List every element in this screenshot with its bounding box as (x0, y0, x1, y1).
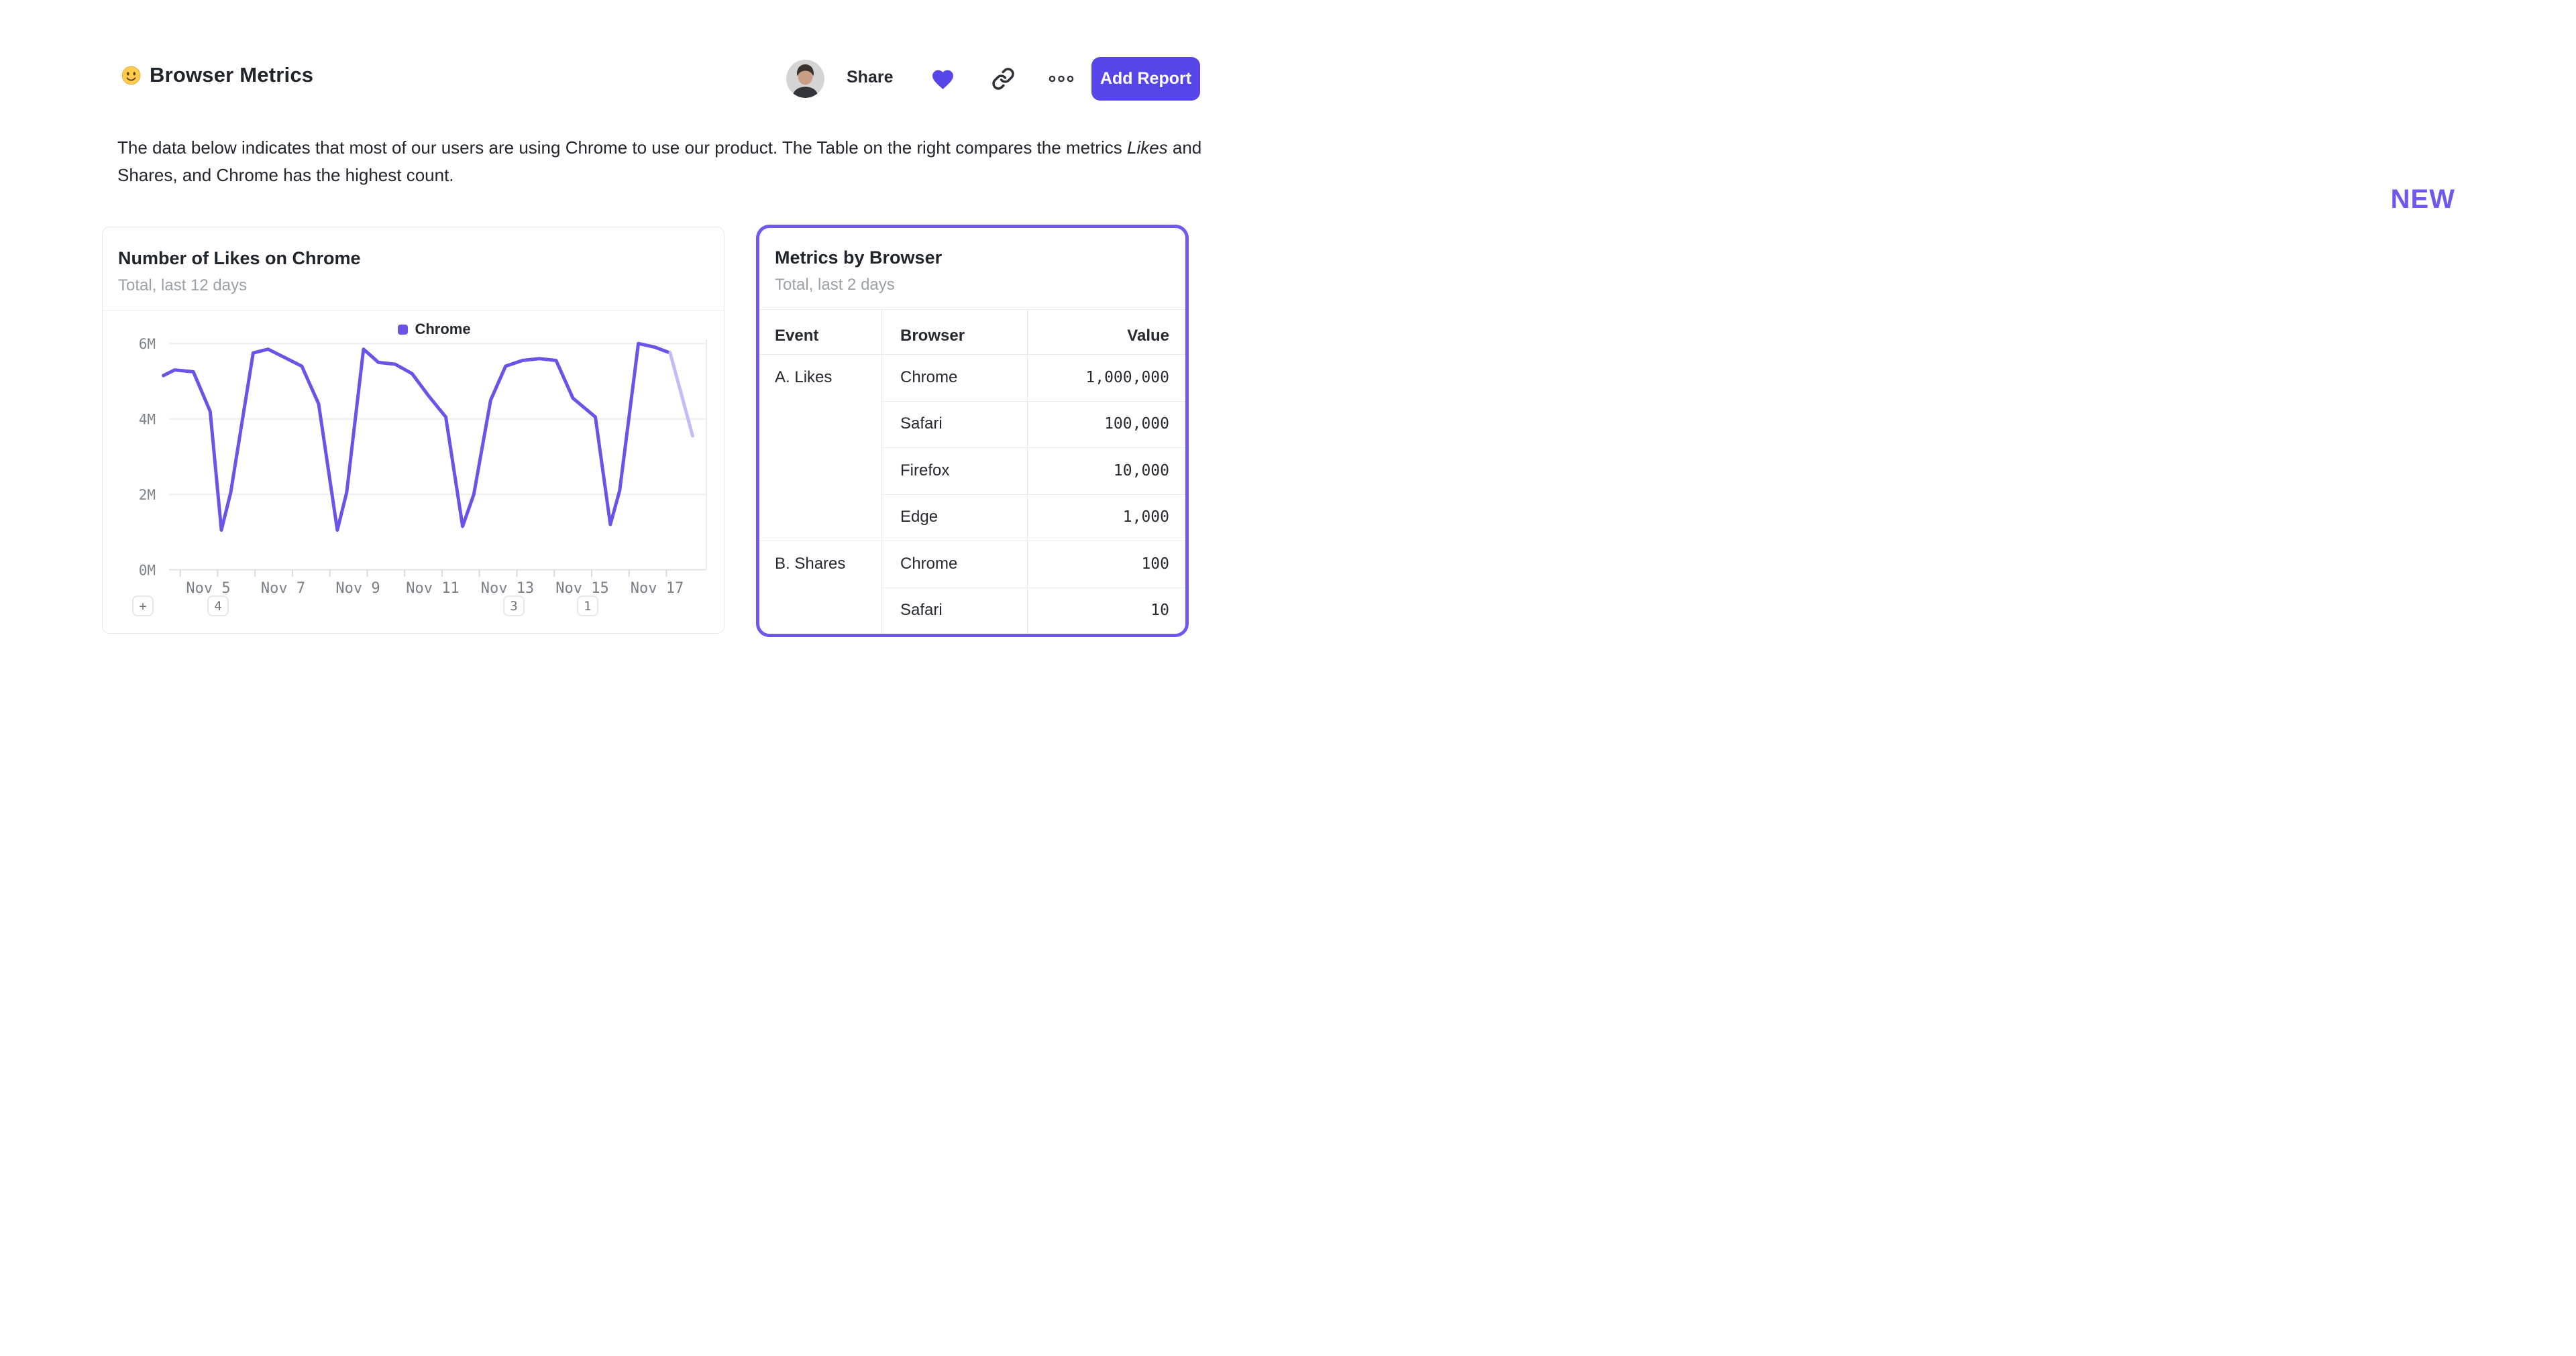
column-divider (1027, 309, 1028, 634)
line-chart-card: Number of Likes on Chrome Total, last 12… (102, 227, 724, 634)
row-divider (881, 494, 1185, 495)
column-divider (881, 309, 882, 634)
column-header-value: Value (1127, 327, 1169, 345)
x-axis-label: Nov 17 (631, 580, 684, 597)
share-button[interactable]: Share (847, 68, 894, 87)
likes-line-chart[interactable]: 0M 2M 4M 6M Nov 5 Nov 7 Nov 9 Nov 11 Nov 13 Nov 1… (114, 335, 718, 604)
metrics-table-card: Metrics by Browser Total, last 2 days Ev… (756, 225, 1189, 637)
browser-cell: Chrome (900, 368, 958, 386)
browser-cell: Edge (900, 508, 938, 526)
annotation-count-badge[interactable]: 1 (576, 596, 598, 616)
value-cell: 1,000,000 (1085, 368, 1169, 386)
legend-label: Chrome (415, 321, 471, 337)
row-divider (881, 400, 1185, 402)
table-body: A. Likes Chrome 1,000,000 Safari 100,000 Fire… (759, 354, 1185, 634)
table-card-title: Metrics by Browser (775, 247, 943, 268)
x-axis-label: Nov 11 (406, 580, 459, 597)
new-badge: NEW (2390, 184, 2455, 214)
annotation-count-badge[interactable]: 4 (207, 596, 229, 616)
x-axis-label: Nov 15 (555, 580, 608, 597)
value-cell: 10 (1150, 602, 1169, 620)
value-cell: 1,000 (1122, 508, 1169, 526)
row-divider (881, 587, 1185, 588)
x-axis-label: Nov 7 (261, 580, 305, 597)
ellipsis-icon[interactable] (1048, 74, 1075, 87)
annotation-count-badge[interactable]: 3 (502, 596, 525, 616)
y-axis-label: 0M (139, 563, 156, 579)
event-group-label: A. Likes (775, 368, 833, 386)
event-group-label: B. Shares (775, 554, 846, 573)
browser-cell: Chrome (900, 554, 958, 573)
table-top-divider (759, 309, 1185, 310)
table-header-divider (759, 354, 1185, 355)
heart-icon[interactable] (930, 67, 955, 93)
browser-cell: Safari (900, 601, 943, 620)
row-divider (881, 447, 1185, 448)
y-axis-label: 2M (139, 487, 156, 503)
chrome-line (162, 341, 672, 532)
column-header-browser: Browser (900, 327, 965, 345)
avatar[interactable] (786, 60, 824, 98)
value-cell: 10,000 (1113, 461, 1169, 479)
browser-cell: Firefox (900, 461, 950, 479)
x-axis-label: Nov 13 (481, 580, 534, 597)
page-title: Browser Metrics (150, 63, 314, 87)
y-axis-label: 4M (139, 412, 156, 428)
page-header: Browser Metrics (121, 63, 313, 87)
chart-card-title: Number of Likes on Chrome (118, 248, 361, 268)
legend-swatch-icon (398, 324, 409, 335)
column-header-event: Event (775, 327, 819, 345)
x-axis-label: Nov 5 (186, 580, 230, 597)
legend-item-chrome[interactable]: Chrome (161, 321, 708, 338)
add-annotation-button[interactable]: + (132, 596, 154, 616)
y-axis-label: 6M (139, 336, 156, 352)
x-axis-label: Nov 9 (335, 580, 380, 597)
add-report-button[interactable]: Add Report (1091, 57, 1200, 101)
chart-card-subtitle: Total, last 12 days (118, 276, 248, 294)
report-description: The data below indicates that most of ou… (117, 137, 1202, 185)
link-icon[interactable] (991, 67, 1015, 94)
smiley-emoji-icon (121, 65, 142, 86)
browser-cell: Safari (900, 414, 943, 433)
chrome-line-faded (668, 351, 694, 438)
table-card-subtitle: Total, last 2 days (775, 276, 895, 294)
value-cell: 100 (1141, 555, 1169, 573)
value-cell: 100,000 (1104, 415, 1169, 433)
